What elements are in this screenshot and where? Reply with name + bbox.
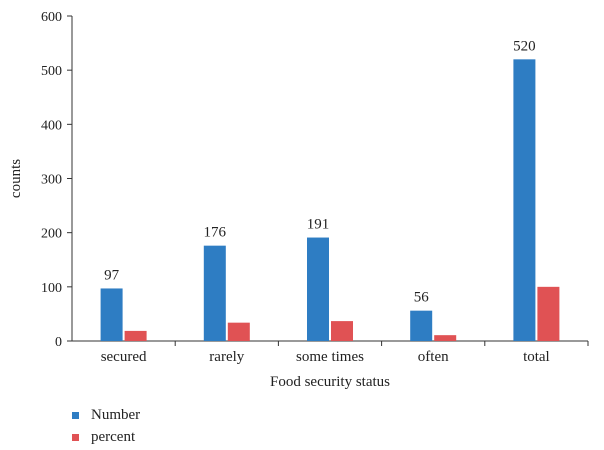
bar-number-secured (100, 288, 123, 341)
bars (100, 59, 560, 341)
x-tick-label: rarely (209, 349, 244, 365)
bar-percent-secured (124, 330, 147, 341)
data-label: 176 (204, 225, 227, 241)
data-labels: 97 176 191 56 520 (104, 38, 536, 305)
legend-item-number: Number (72, 404, 140, 426)
y-tick-label: 300 (41, 173, 62, 188)
y-tick-label: 200 (41, 227, 62, 242)
legend-label-percent: percent (91, 428, 136, 445)
x-axis-category-labels: secured rarely some times often total (101, 341, 589, 365)
y-tick-label: 400 (41, 118, 62, 133)
bar-number-often (410, 310, 433, 341)
data-label: 520 (513, 38, 536, 54)
bar-percent-total (537, 286, 560, 341)
x-tick-label: total (523, 349, 550, 365)
x-tick-label: often (418, 349, 449, 365)
bar-percent-rarely (227, 322, 250, 341)
y-tick-label: 500 (41, 64, 62, 79)
legend-swatch-number (72, 411, 79, 419)
x-axis-title: Food security status (270, 374, 390, 390)
bar-percent-some-times (331, 321, 353, 341)
bar-number-some-times (307, 237, 329, 341)
x-tick-label: secured (101, 349, 147, 365)
legend-item-percent: percent (72, 426, 140, 448)
legend: Number percent (72, 404, 140, 448)
bar-number-total (513, 59, 536, 341)
bar-percent-often (434, 335, 457, 341)
data-label: 191 (307, 217, 330, 233)
legend-swatch-percent (72, 433, 79, 441)
legend-label-number: Number (91, 406, 141, 423)
bar-number-rarely (203, 245, 226, 341)
y-tick-label: 600 (41, 10, 62, 25)
bar-chart: 0 100 200 300 400 500 600 secured rarely some ti… (8, 10, 589, 390)
x-tick-label: some times (296, 349, 364, 365)
y-axis-ticks: 0 100 200 300 400 500 600 (41, 10, 72, 350)
data-label: 97 (104, 267, 120, 283)
y-tick-label: 0 (55, 335, 62, 350)
y-tick-label: 100 (41, 281, 62, 296)
y-axis-title: counts (8, 159, 24, 198)
data-label: 56 (414, 290, 430, 306)
